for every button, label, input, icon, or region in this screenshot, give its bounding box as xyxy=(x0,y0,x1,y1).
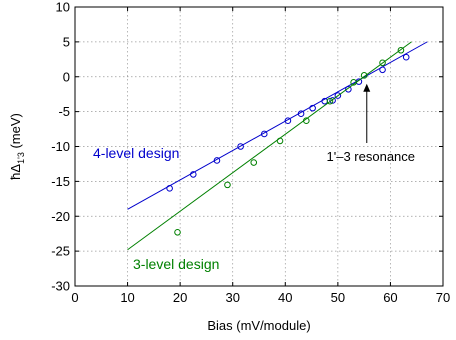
data-point xyxy=(379,59,386,67)
data-point xyxy=(329,97,336,104)
data-point xyxy=(250,159,258,166)
series-label-4-level: 4-level design xyxy=(93,145,179,161)
x-axis-label: Bias (mV/module) xyxy=(207,318,310,333)
data-point xyxy=(334,92,342,99)
data-point xyxy=(379,66,386,74)
data-point xyxy=(297,110,305,118)
y-tick-label: -10 xyxy=(51,139,70,154)
x-tick-label: 0 xyxy=(71,290,78,305)
x-tick-label: 10 xyxy=(120,290,134,305)
data-point xyxy=(326,97,334,105)
x-tick-label: 60 xyxy=(383,290,397,305)
x-tick-label: 70 xyxy=(436,290,450,305)
grid-lines xyxy=(75,7,443,286)
x-tick-label: 40 xyxy=(278,290,292,305)
y-tick-label: -30 xyxy=(51,279,70,294)
annotations: 1'–3 resonance xyxy=(327,83,416,164)
data-point xyxy=(237,143,244,150)
data-point xyxy=(360,72,368,79)
y-tick-label: 10 xyxy=(56,0,70,15)
fit-line xyxy=(127,41,412,251)
series-label-3-level: 3-level design xyxy=(133,256,219,272)
data-point xyxy=(345,86,352,93)
data-point xyxy=(189,171,197,178)
series-4-level: 4-level design xyxy=(93,41,428,210)
data-point xyxy=(284,117,292,124)
data-point xyxy=(260,130,268,138)
x-tick-label: 50 xyxy=(331,290,345,305)
fit-line xyxy=(127,41,428,210)
data-point xyxy=(402,53,410,61)
series-3-level: 3-level design xyxy=(127,41,412,272)
annotation-arrow-head xyxy=(363,83,371,92)
y-axis-label-unit: (meV) xyxy=(8,113,23,152)
y-tick-label: 5 xyxy=(63,34,70,49)
y-tick-label: 0 xyxy=(63,69,70,84)
data-point xyxy=(174,228,181,236)
y-tick-label: -20 xyxy=(51,209,70,224)
data-series: 4-level design 3-level design xyxy=(93,41,428,272)
annotation-label: 1'–3 resonance xyxy=(327,149,416,164)
data-point xyxy=(303,117,310,124)
data-point xyxy=(276,137,284,145)
y-axis-label-main: ħΔ xyxy=(8,164,23,180)
y-axis-label-subscript: 1'3 xyxy=(16,152,26,164)
x-tick-label: 30 xyxy=(225,290,239,305)
y-tick-label: -5 xyxy=(58,104,70,119)
data-point xyxy=(397,46,405,54)
data-point xyxy=(350,79,357,86)
data-point xyxy=(213,157,221,164)
data-point xyxy=(309,104,316,112)
y-tick-label: -25 xyxy=(51,244,70,259)
data-point xyxy=(224,181,231,189)
y-axis-label: ħΔ1'3 (meV) xyxy=(8,113,26,180)
y-tick-label: -15 xyxy=(51,174,70,189)
axis-ticks: 0 10 20 30 40 50 60 70 -30 -25 -20 -15 -10 -5 0 5 10 xyxy=(51,0,450,305)
data-point xyxy=(166,185,173,192)
x-tick-label: 20 xyxy=(173,290,187,305)
